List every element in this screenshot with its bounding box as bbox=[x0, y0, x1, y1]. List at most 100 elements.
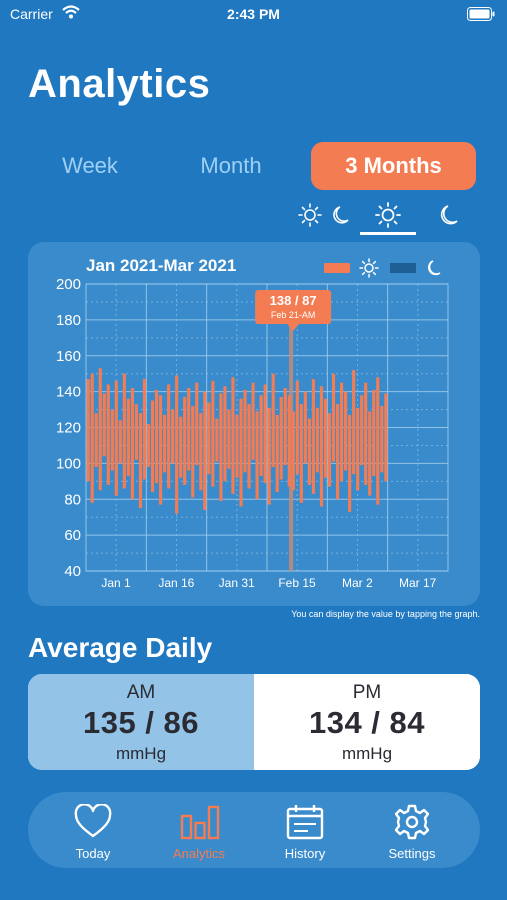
bp-range-bar bbox=[364, 382, 368, 485]
tab-3-months[interactable]: 3 Months bbox=[311, 142, 476, 190]
nav-history[interactable]: History bbox=[255, 792, 355, 868]
bp-range-bar bbox=[311, 379, 315, 494]
bp-range-bar bbox=[90, 373, 94, 503]
bp-range-bar bbox=[251, 382, 255, 460]
bp-range-bar bbox=[247, 404, 251, 489]
bp-range-bar bbox=[171, 409, 175, 464]
bp-range-bar bbox=[295, 380, 299, 475]
bp-range-bar bbox=[122, 373, 126, 489]
chart-hint: You can display the value by tapping the… bbox=[291, 609, 480, 619]
bottom-tab-bar: Today Analytics History Settings bbox=[28, 792, 480, 868]
selected-day-line bbox=[289, 296, 294, 571]
y-tick-label: 180 bbox=[56, 312, 81, 329]
average-pm-panel[interactable]: PM 134 / 84 mmHg bbox=[254, 674, 480, 770]
nav-today[interactable]: Today bbox=[43, 792, 143, 868]
bp-range-bar bbox=[376, 377, 380, 505]
nav-analytics[interactable]: Analytics bbox=[149, 792, 249, 868]
wifi-icon bbox=[62, 5, 80, 24]
bp-range-bar bbox=[207, 402, 211, 475]
bp-range-bar bbox=[175, 375, 179, 514]
status-time: 2:43 PM bbox=[227, 6, 280, 22]
chart-title: Jan 2021-Mar 2021 bbox=[86, 256, 237, 275]
bp-range-bar bbox=[344, 391, 348, 471]
battery-icon bbox=[467, 7, 495, 26]
bp-range-bar bbox=[267, 407, 271, 505]
bp-range-bar bbox=[231, 377, 235, 494]
bp-range-bar bbox=[283, 388, 287, 466]
bp-range-bar bbox=[215, 418, 219, 462]
average-am-unit: mmHg bbox=[115, 744, 167, 763]
bp-range-bar bbox=[327, 413, 332, 487]
bar-chart-icon bbox=[180, 805, 220, 840]
sun-moon-icon bbox=[296, 203, 356, 234]
y-tick-label: 40 bbox=[64, 563, 81, 580]
sun-icon bbox=[359, 258, 379, 278]
moon-icon bbox=[428, 260, 441, 276]
bp-range-bar bbox=[331, 373, 336, 462]
bp-range-bar bbox=[167, 384, 171, 489]
average-pm-unit: mmHg bbox=[341, 744, 393, 763]
bp-range-bar bbox=[384, 393, 388, 482]
bp-range-bar bbox=[118, 420, 122, 464]
bp-range-bar bbox=[356, 407, 360, 491]
y-tick-label: 160 bbox=[56, 348, 81, 365]
bp-range-bar bbox=[138, 413, 143, 509]
average-daily-title: Average Daily bbox=[28, 632, 213, 663]
y-tick-label: 60 bbox=[64, 527, 81, 544]
average-am-panel[interactable]: AM 135 / 86 mmHg bbox=[28, 674, 254, 770]
average-daily-card: AM 135 / 86 mmHg PM 134 / 84 mmHg bbox=[28, 674, 480, 770]
bp-range-bar bbox=[235, 414, 239, 478]
bp-range-bar bbox=[114, 380, 118, 496]
bp-range-bar bbox=[348, 414, 352, 512]
bp-range-bar bbox=[150, 400, 155, 493]
average-pm-value: 134 / 84 bbox=[308, 705, 426, 740]
calendar-icon bbox=[286, 805, 324, 840]
bp-range-bar bbox=[319, 386, 324, 507]
bp-range-bar bbox=[179, 416, 183, 478]
filter-am-button[interactable] bbox=[360, 200, 416, 234]
y-tick-label: 200 bbox=[56, 276, 81, 293]
bp-range-bar bbox=[159, 395, 163, 505]
nav-today-label: Today bbox=[75, 846, 111, 861]
bp-range-bar bbox=[275, 414, 279, 493]
average-pm-label: PM bbox=[352, 682, 382, 703]
moon-icon bbox=[430, 205, 470, 234]
bp-range-bar bbox=[154, 389, 159, 484]
bp-range-bar bbox=[243, 389, 247, 473]
bp-range-bar bbox=[86, 379, 90, 482]
tooltip-date: Feb 21-AM bbox=[271, 310, 316, 320]
bp-range-bar bbox=[126, 398, 130, 476]
y-tick-label: 80 bbox=[64, 491, 81, 508]
bp-range-bar bbox=[255, 411, 259, 500]
bp-range-bar bbox=[360, 395, 364, 466]
bp-range-bar bbox=[315, 407, 320, 473]
filter-pm-button[interactable] bbox=[430, 200, 470, 234]
legend-pm-swatch bbox=[390, 263, 416, 273]
chart-card[interactable]: 200 180 160 140 120 100 80 60 40 Jan 1 Jan 16 Jan 3… bbox=[28, 242, 480, 606]
bp-range-bar bbox=[380, 405, 384, 473]
chart-legend bbox=[324, 258, 474, 280]
bp-range-bar bbox=[94, 413, 98, 467]
range-tabs: Week Month 3 Months bbox=[28, 142, 478, 190]
tab-month[interactable]: Month bbox=[200, 153, 262, 178]
average-am-label: AM bbox=[126, 682, 156, 703]
bp-range-bar bbox=[102, 393, 106, 457]
nav-settings[interactable]: Settings bbox=[362, 792, 462, 868]
bp-range-bar bbox=[239, 398, 243, 507]
blood-pressure-chart[interactable]: 200 180 160 140 120 100 80 60 40 Jan 1 Jan 16 Jan 3… bbox=[28, 242, 480, 606]
bp-range-bar bbox=[219, 393, 223, 502]
legend-am-swatch bbox=[324, 263, 350, 273]
filter-both-button[interactable] bbox=[296, 200, 356, 234]
y-tick-label: 140 bbox=[56, 384, 81, 401]
average-am-value: 135 / 86 bbox=[82, 705, 200, 740]
x-tick-label: Mar 17 bbox=[399, 576, 437, 590]
sun-icon bbox=[360, 202, 416, 234]
bp-range-bar bbox=[223, 386, 227, 482]
bp-range-bar bbox=[368, 411, 372, 496]
bp-range-bar bbox=[130, 388, 134, 500]
bp-range-bar bbox=[303, 391, 307, 464]
bp-range-bar bbox=[106, 384, 110, 485]
tooltip-box bbox=[255, 290, 332, 324]
tab-week[interactable]: Week bbox=[62, 153, 118, 178]
bp-range-bar bbox=[110, 409, 114, 471]
